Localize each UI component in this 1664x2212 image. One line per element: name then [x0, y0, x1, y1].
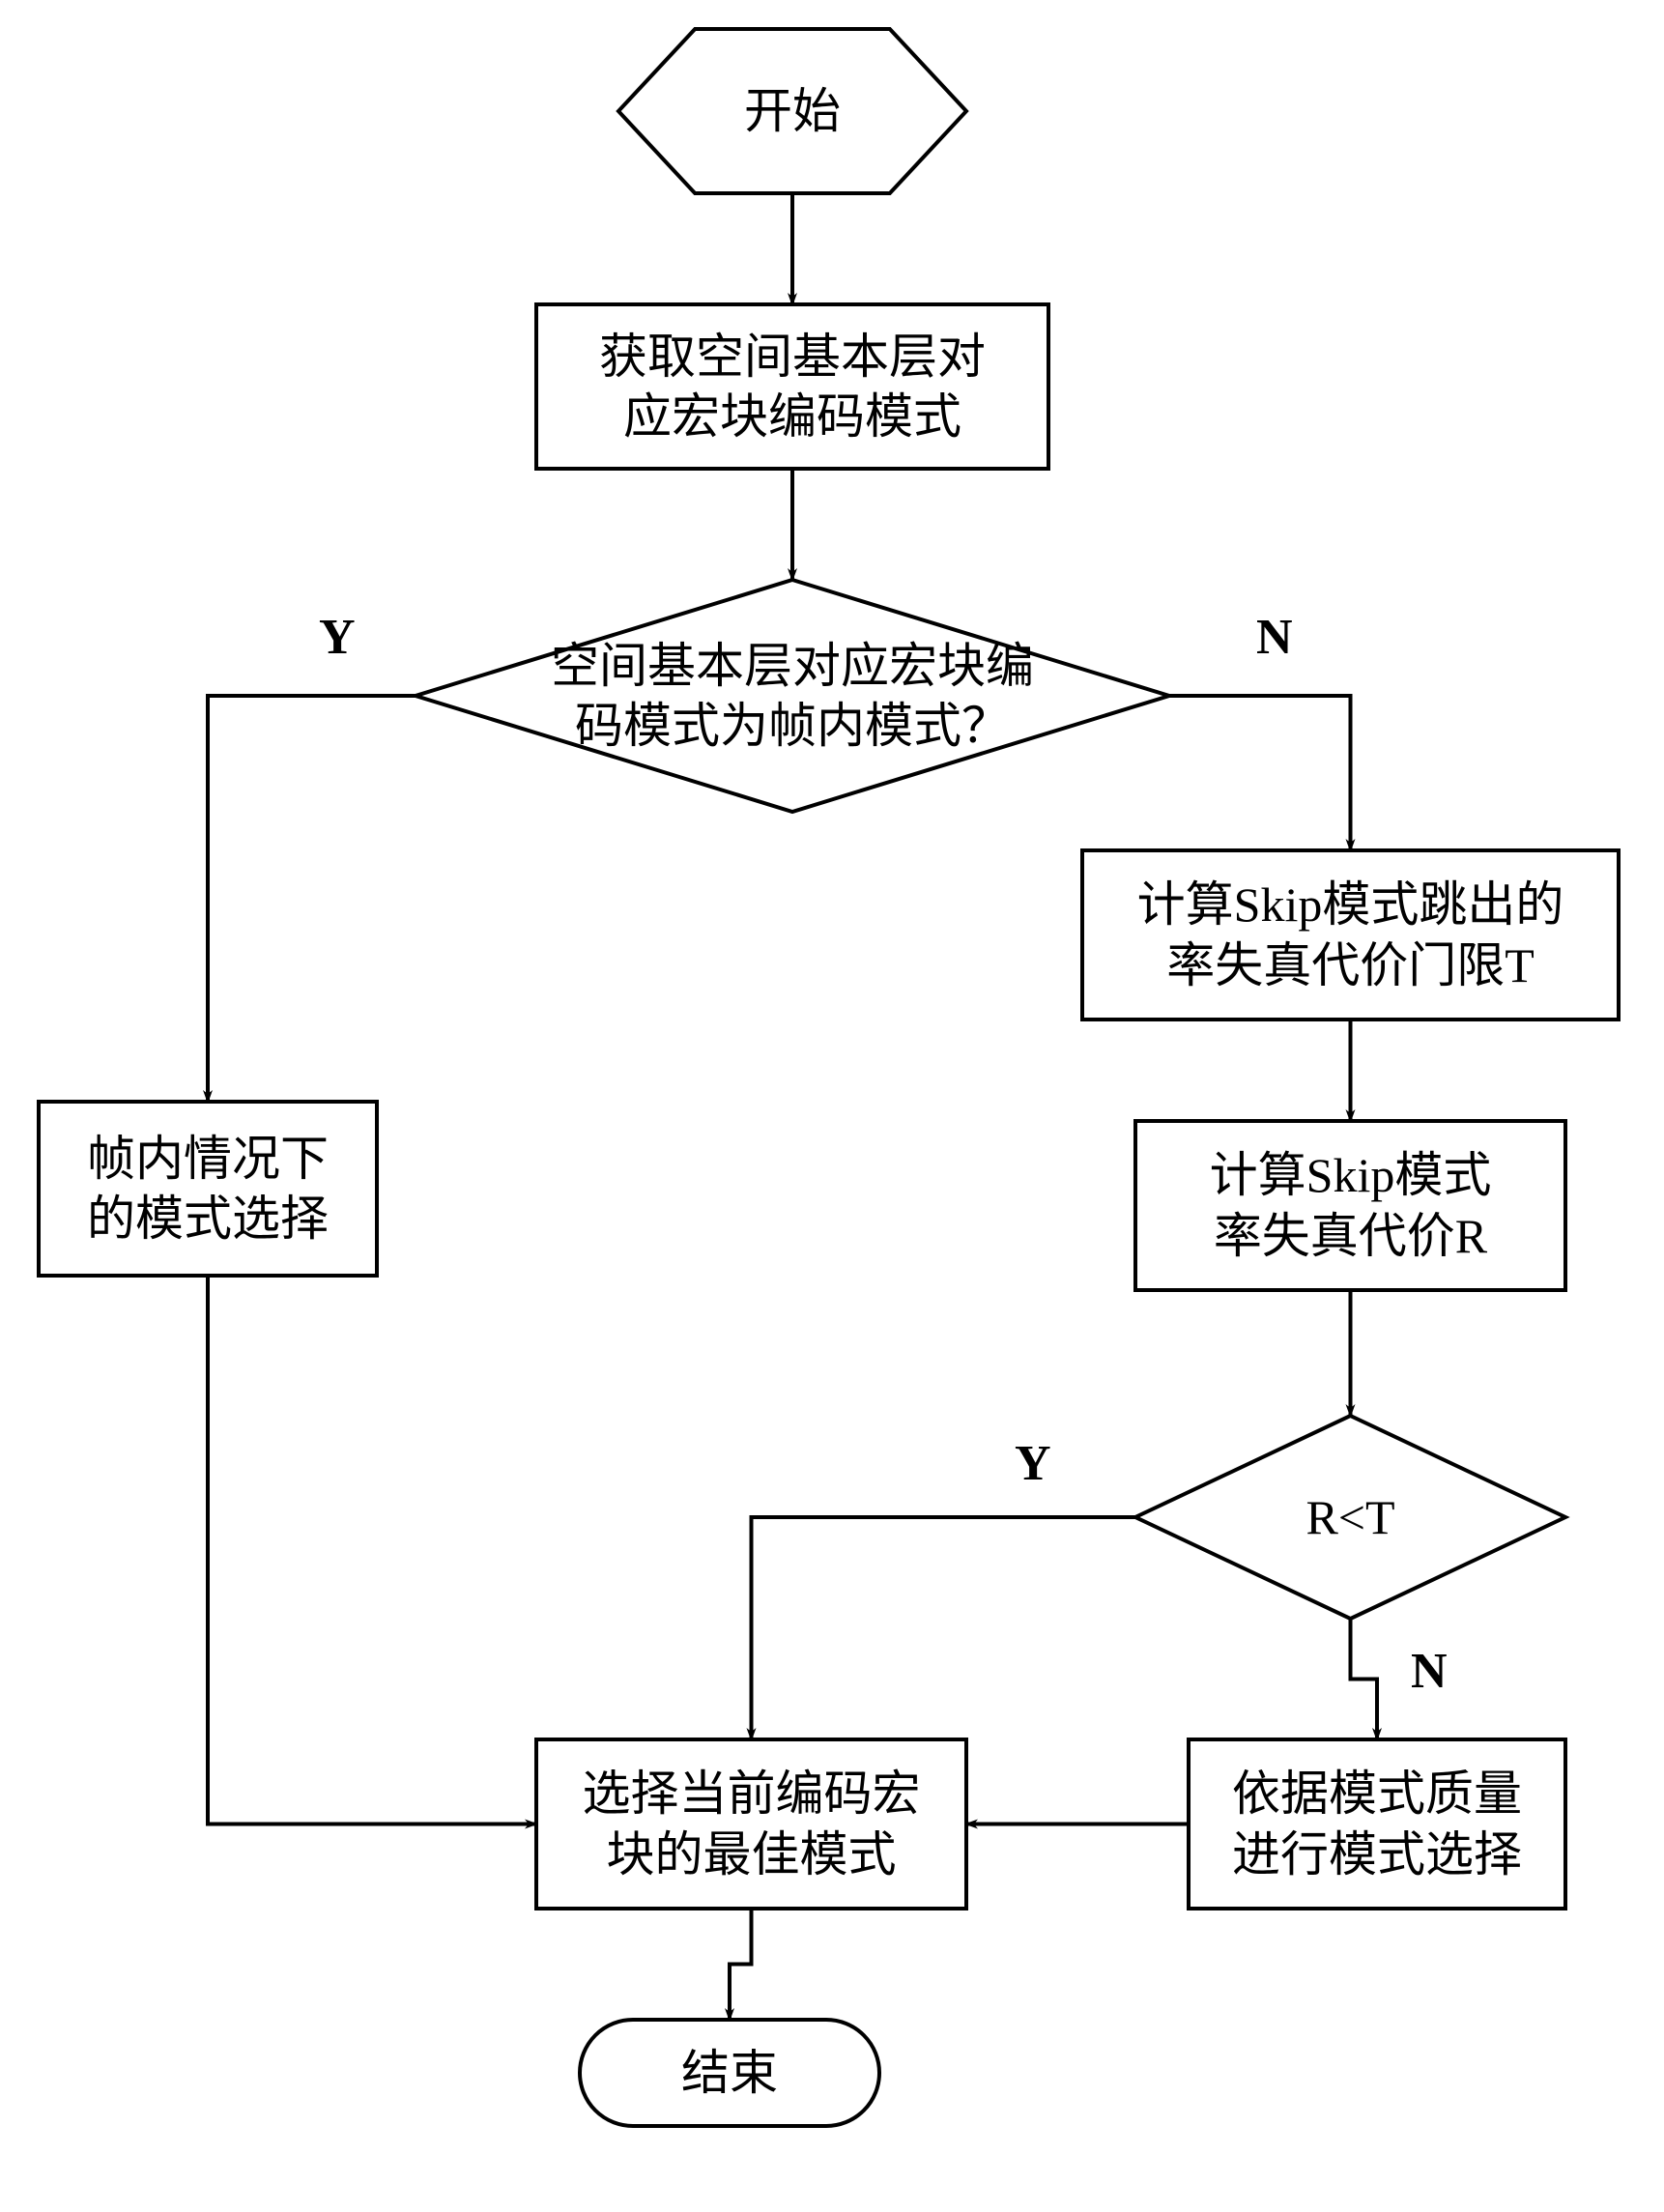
- edge-dec_intra-intra_sel: [208, 696, 416, 1102]
- edge-select_best-end: [730, 1909, 752, 2020]
- edge-dec_intra-calc_t: [1169, 696, 1351, 850]
- node-calc_t: 计算Skip模式跳出的 率失真代价门限T: [1082, 850, 1619, 1020]
- edge-label-dec_intra-intra_sel: Y: [319, 609, 356, 666]
- node-calc_r: 计算Skip模式 率失真代价R: [1135, 1121, 1565, 1290]
- edge-intra_sel-select_best: [208, 1276, 536, 1824]
- node-mode_quality: 依据模式质量 进行模式选择: [1189, 1739, 1565, 1909]
- edge-label-dec_rt-select_best: Y: [1015, 1435, 1051, 1492]
- node-get_mode: 获取空间基本层对 应宏块编码模式: [536, 304, 1048, 469]
- node-select_best: 选择当前编码宏 块的最佳模式: [536, 1739, 966, 1909]
- node-start: 开始: [618, 29, 966, 193]
- edge-label-dec_intra-calc_t: N: [1256, 609, 1293, 666]
- node-dec_rt: R<T: [1135, 1416, 1565, 1619]
- node-intra_sel: 帧内情况下 的模式选择: [39, 1102, 377, 1276]
- edge-dec_rt-select_best: [752, 1517, 1136, 1739]
- edge-dec_rt-mode_quality: [1351, 1619, 1378, 1739]
- node-end: 结束: [580, 2020, 879, 2126]
- edge-label-dec_rt-mode_quality: N: [1411, 1643, 1448, 1700]
- node-dec_intra: 空间基本层对应宏块编 码模式为帧内模式？: [416, 580, 1169, 812]
